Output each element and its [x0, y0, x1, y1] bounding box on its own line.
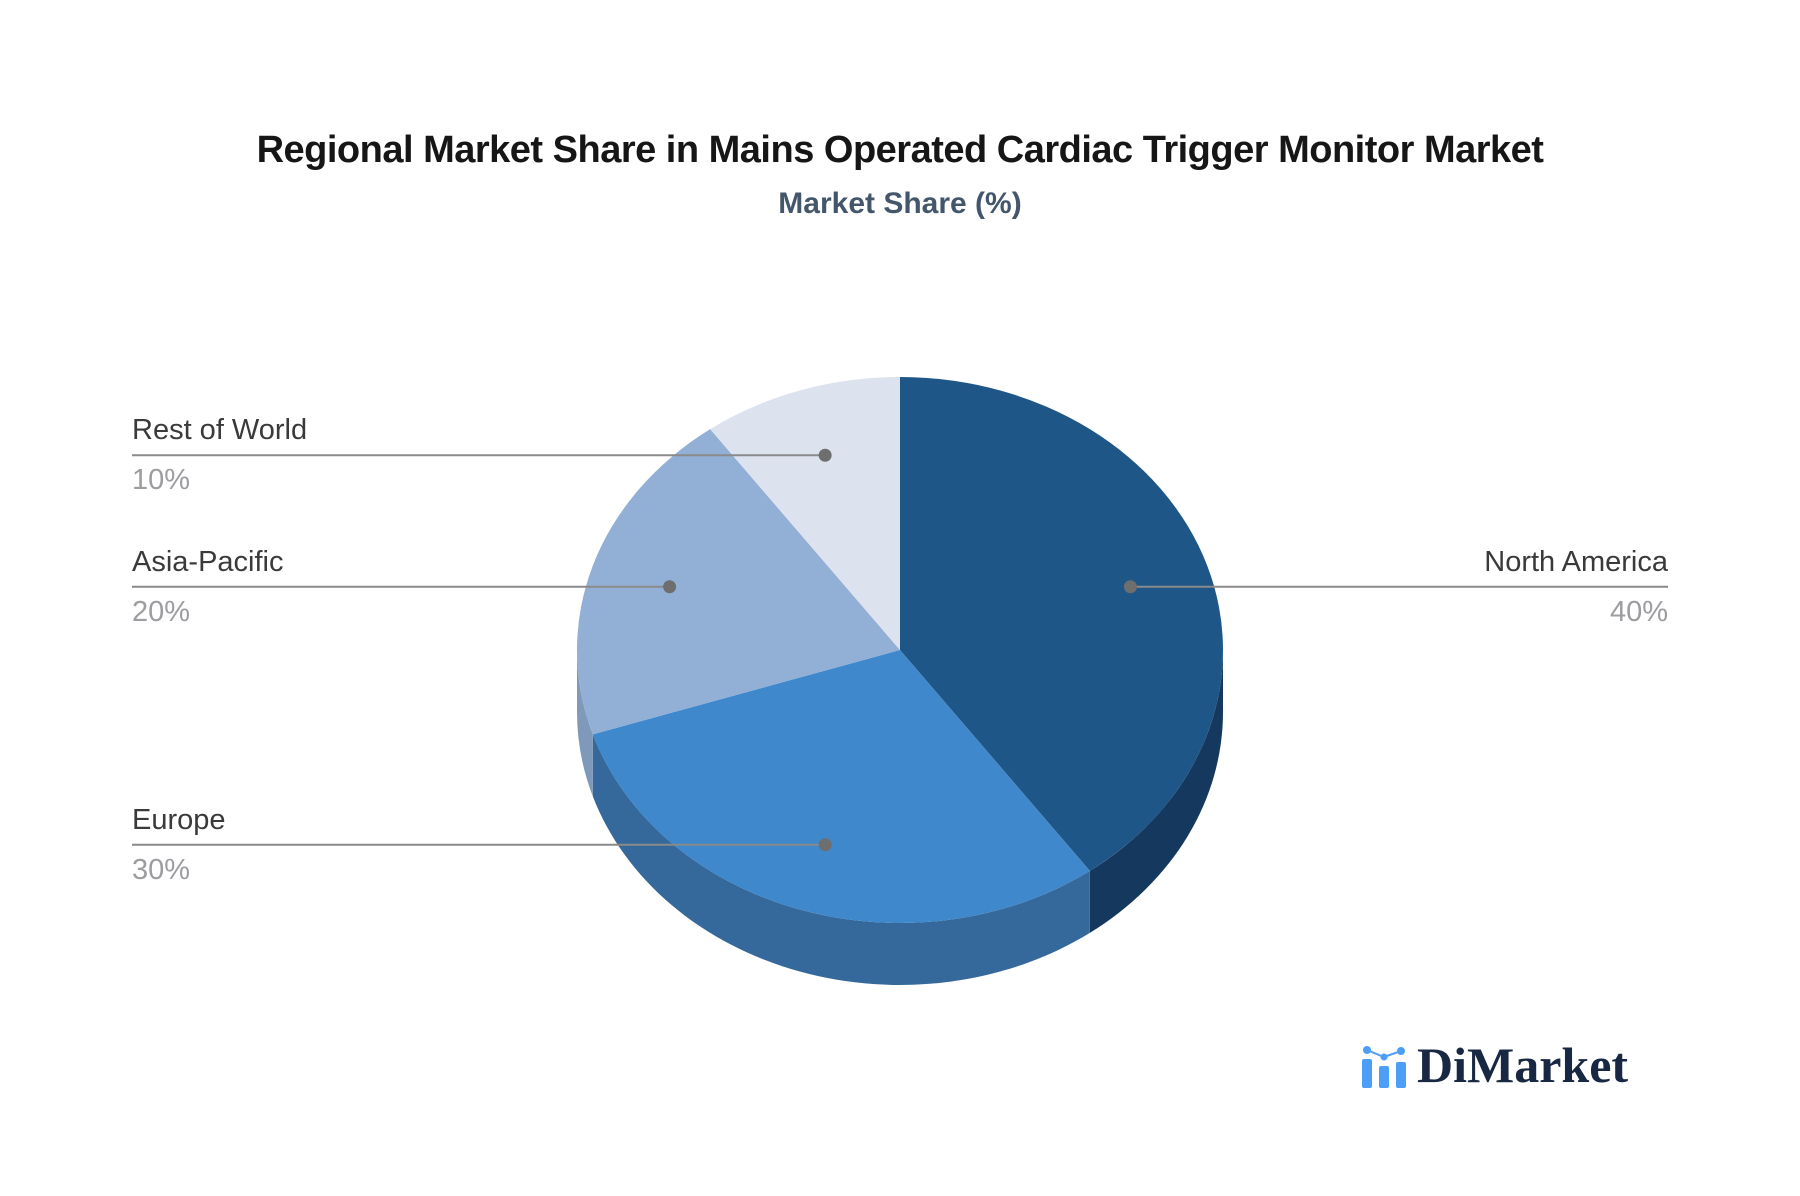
pie-side-europe [592, 734, 1090, 985]
pie-side-asia-pacific [577, 650, 593, 797]
pie-slice-asia-pacific [577, 429, 900, 735]
leader-dot-europe [818, 838, 832, 852]
slice-value-north-america: 40% [1609, 595, 1668, 628]
pie-slice-north-america [900, 377, 1223, 871]
leader-dot-rest-of-world [818, 448, 832, 462]
leader-dot-asia-pacific [663, 580, 677, 594]
pie-slice-europe [592, 650, 1090, 923]
mini-bar-line-chart-icon [1362, 1046, 1406, 1088]
chart-title: Regional Market Share in Mains Operated … [256, 129, 1544, 171]
pie-side-north-america [1089, 650, 1223, 933]
pie-slice-rest-of-world [710, 377, 900, 650]
leader-dot-north-america [1123, 580, 1137, 594]
slice-label-asia-pacific: Asia-Pacific [132, 545, 284, 578]
slice-label-europe: Europe [132, 803, 226, 836]
brand-logo-text: DiMarket [1417, 1037, 1629, 1093]
slice-label-north-america: North America [1484, 545, 1668, 578]
slice-label-rest-of-world: Rest of World [132, 414, 308, 447]
slice-value-rest-of-world: 10% [132, 464, 191, 497]
slice-value-europe: 30% [132, 853, 191, 886]
brand-logo: DiMarket [1362, 1040, 1628, 1090]
slice-value-asia-pacific: 20% [132, 595, 191, 628]
chart-subtitle: Market Share (%) [778, 187, 1022, 220]
